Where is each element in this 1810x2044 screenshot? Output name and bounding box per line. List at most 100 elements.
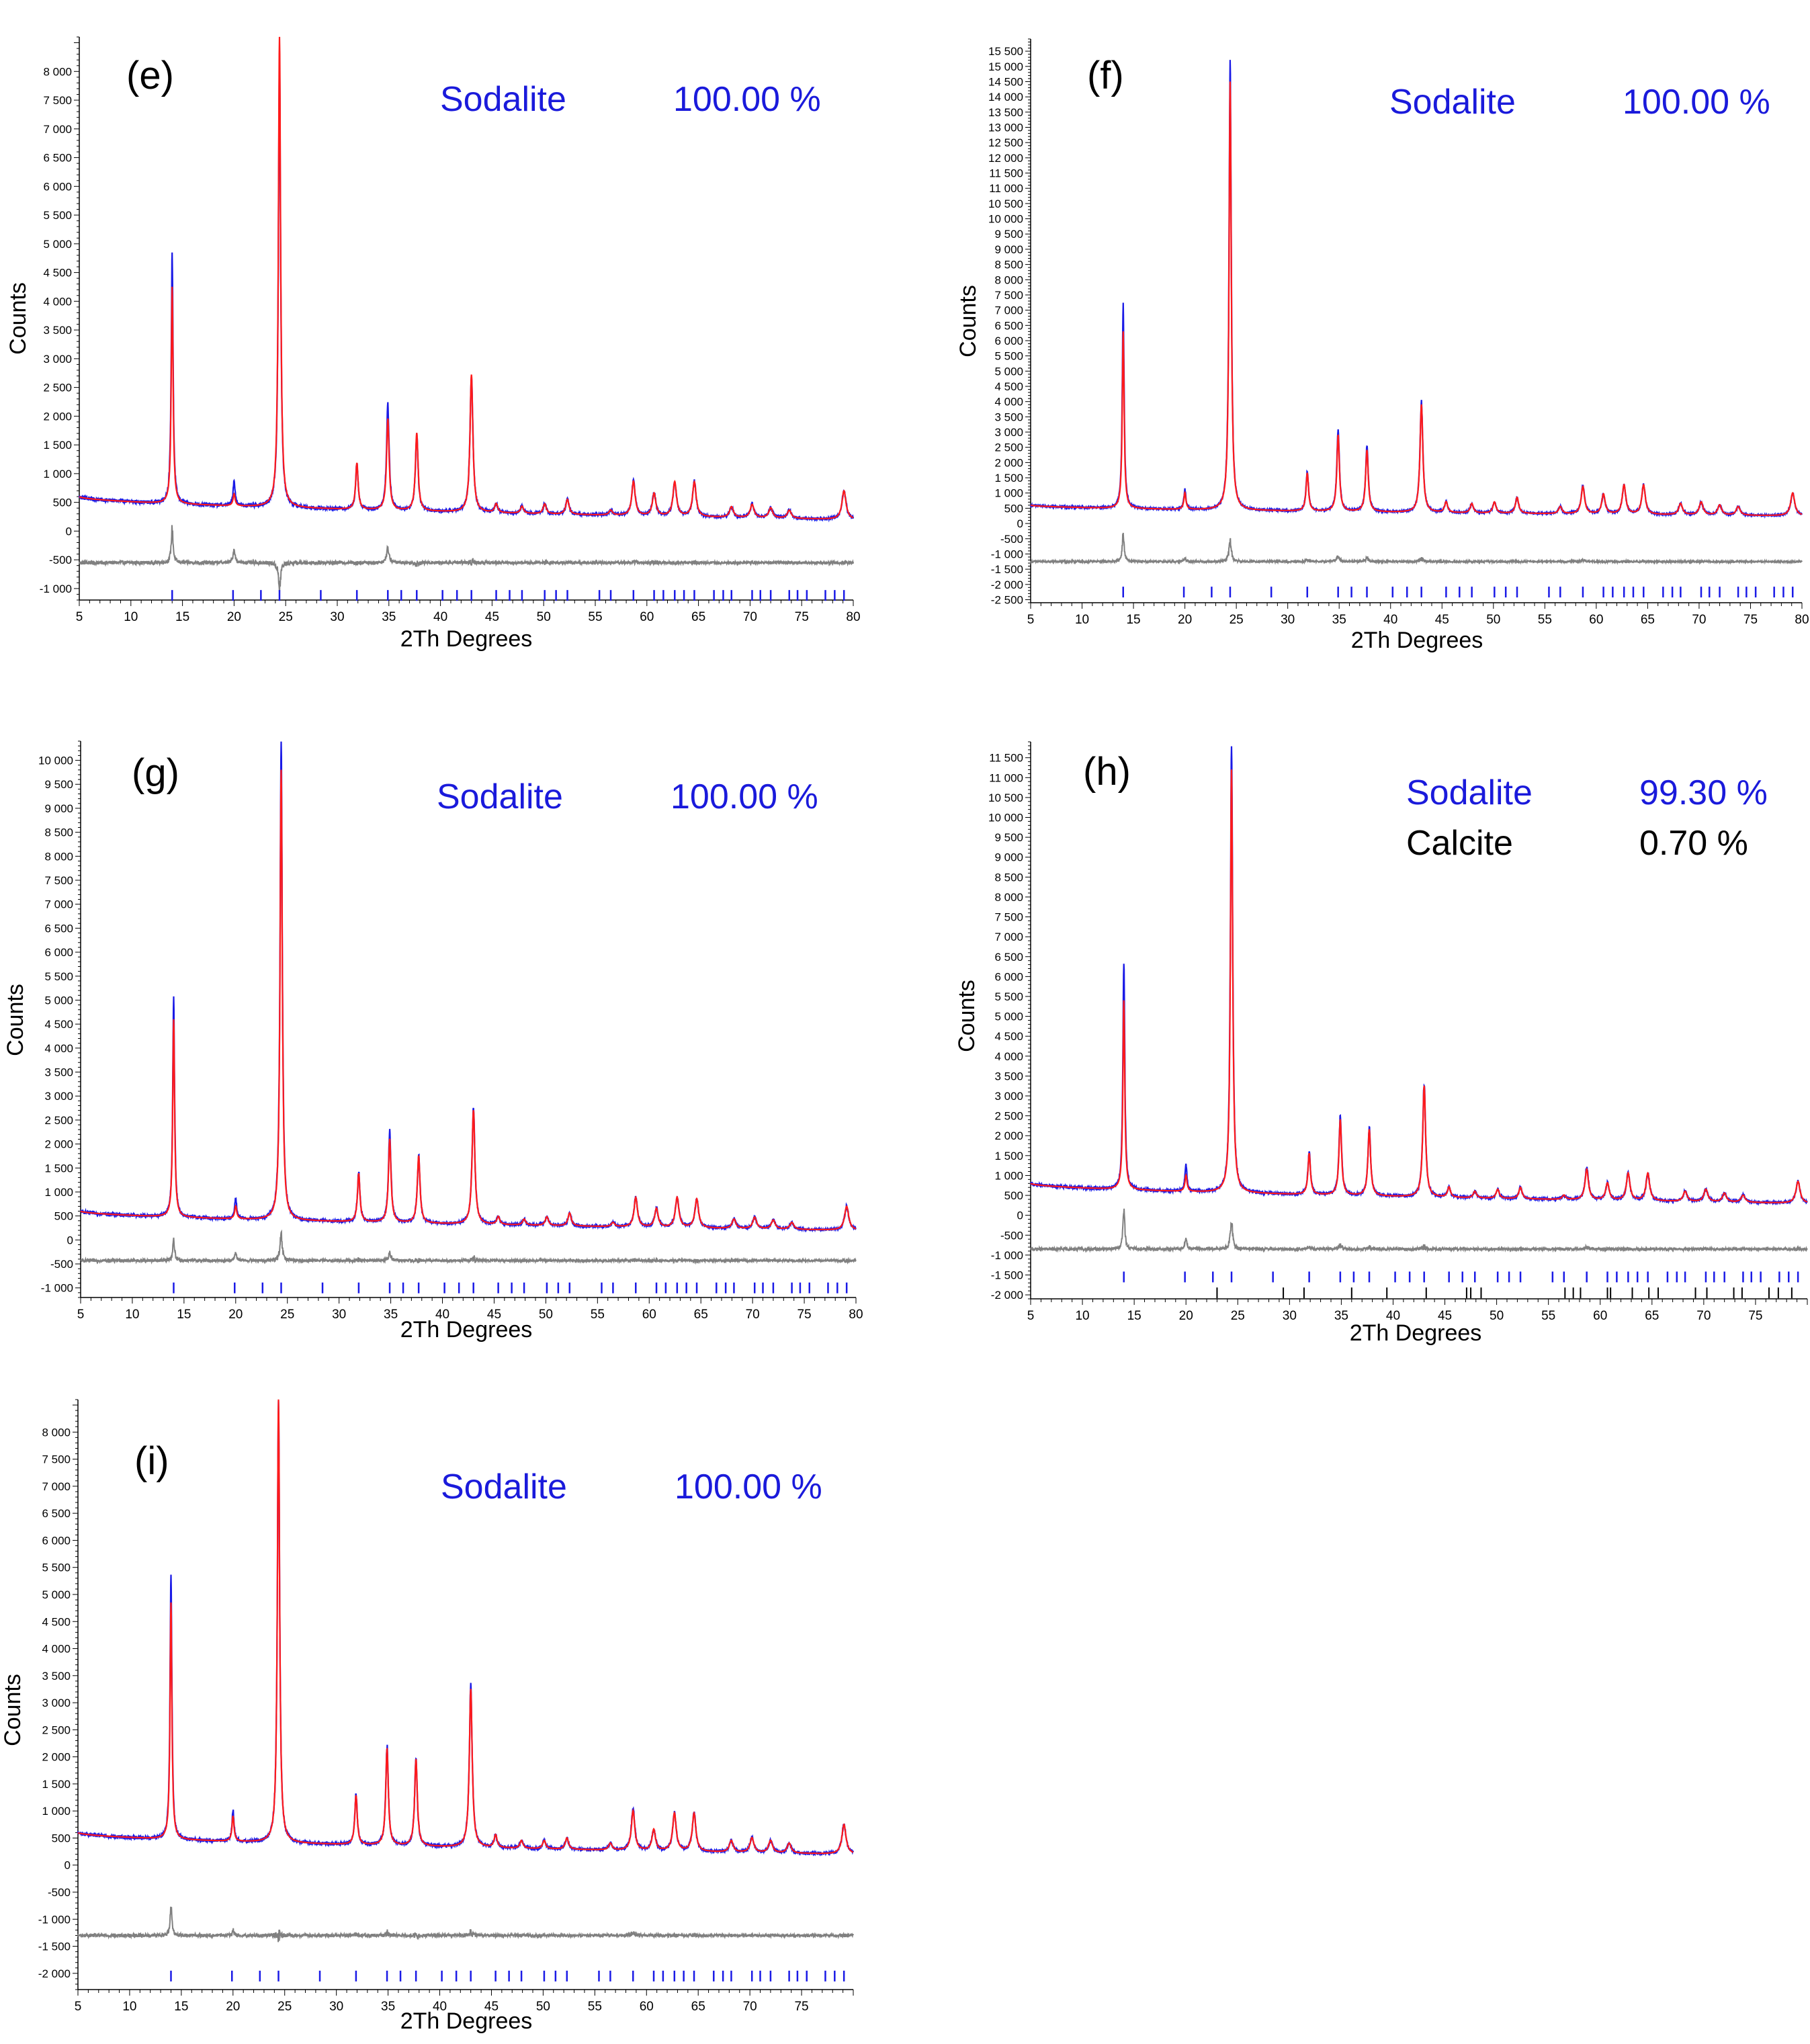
y-tick-label: -2 000 xyxy=(38,1967,71,1980)
x-tick-label: 50 xyxy=(1486,613,1500,627)
x-tick-label: 55 xyxy=(1541,1309,1555,1323)
x-tick-label: 40 xyxy=(1386,1309,1400,1323)
x-axis-title: 2Th Degrees xyxy=(1351,628,1483,653)
x-tick-label: 25 xyxy=(280,1308,294,1322)
y-tick-label: 7 000 xyxy=(42,1480,71,1493)
x-tick-label: 15 xyxy=(177,1308,191,1322)
difference-curve xyxy=(1030,1208,1808,1253)
x-tick-label: 15 xyxy=(175,610,189,624)
y-tick-label: 2 500 xyxy=(42,1723,71,1736)
y-tick-label: 3 000 xyxy=(43,353,72,366)
y-tick-label: 4 500 xyxy=(994,1030,1023,1043)
y-tick-label: 4 000 xyxy=(44,1042,73,1055)
y-tick-label: 8 000 xyxy=(994,891,1023,904)
y-axis-title: Counts xyxy=(954,980,980,1052)
y-tick-label: 5 000 xyxy=(44,994,73,1007)
y-tick-label: 5 500 xyxy=(42,1562,71,1574)
y-tick-label: 13 000 xyxy=(988,122,1023,134)
y-tick-label: 6 500 xyxy=(43,152,72,165)
panel-label: (e) xyxy=(126,54,174,97)
panel-label: (g) xyxy=(132,751,179,795)
y-tick-label: 3 500 xyxy=(994,1070,1023,1082)
y-tick-label: 9 000 xyxy=(994,243,1023,256)
y-tick-label: 7 000 xyxy=(44,898,73,911)
x-tick-label: 30 xyxy=(1283,1309,1297,1323)
y-tick-label: 4 500 xyxy=(43,267,72,280)
x-tick-label: 5 xyxy=(75,2000,82,2014)
x-tick-label: 60 xyxy=(640,610,654,624)
phase-name: Sodalite xyxy=(441,1467,567,1506)
x-tick-label: 70 xyxy=(746,1308,760,1322)
x-tick-label: 45 xyxy=(1435,613,1449,627)
y-tick-label: 6 500 xyxy=(994,319,1023,332)
phase-name: Sodalite xyxy=(1406,773,1533,812)
x-tick-label: 80 xyxy=(846,610,860,624)
y-tick-label: 7 500 xyxy=(42,1453,71,1466)
phase-percent: 100.00 % xyxy=(671,777,818,816)
y-axis-title: Counts xyxy=(3,984,28,1056)
y-tick-label: 0 xyxy=(1017,517,1023,530)
y-tick-label: -1 000 xyxy=(40,583,72,595)
calculated-curve xyxy=(1030,769,1808,1203)
x-tick-label: 70 xyxy=(743,2000,757,2014)
x-tick-label: 55 xyxy=(588,2000,602,2014)
x-tick-label: 20 xyxy=(228,1308,243,1322)
x-tick-label: 75 xyxy=(1743,613,1758,627)
y-tick-label: 0 xyxy=(66,525,72,538)
y-tick-label: 5 000 xyxy=(994,365,1023,378)
y-tick-label: -500 xyxy=(1000,533,1023,546)
y-tick-label: 3 500 xyxy=(43,324,72,337)
phase-name: Sodalite xyxy=(440,80,566,119)
y-tick-label: 6 500 xyxy=(994,951,1023,964)
y-tick-label: 15 000 xyxy=(988,60,1023,73)
y-tick-label: 9 500 xyxy=(44,778,73,791)
calculated-curve xyxy=(80,769,857,1231)
y-tick-label: 5 000 xyxy=(994,1011,1023,1023)
y-tick-label: 4 000 xyxy=(42,1643,71,1656)
y-tick-label: 5 000 xyxy=(42,1588,71,1601)
y-tick-label: 8 000 xyxy=(994,273,1023,286)
y-tick-label: 11 500 xyxy=(989,752,1023,765)
x-tick-label: 50 xyxy=(539,1308,553,1322)
y-tick-label: 4 000 xyxy=(43,295,72,308)
x-tick-label: 55 xyxy=(588,610,602,624)
y-tick-label: 3 000 xyxy=(994,426,1023,439)
difference-curve xyxy=(79,525,854,593)
y-tick-label: -2 000 xyxy=(991,579,1023,591)
phase-name: Sodalite xyxy=(437,777,563,816)
y-tick-label: 1 500 xyxy=(994,1150,1023,1162)
y-tick-label: 1 500 xyxy=(42,1778,71,1791)
difference-curve xyxy=(77,1906,854,1943)
x-tick-label: 70 xyxy=(1696,1309,1711,1323)
y-tick-label: 2 000 xyxy=(994,1130,1023,1142)
y-tick-label: 15 500 xyxy=(988,45,1023,58)
x-tick-label: 40 xyxy=(433,610,447,624)
y-tick-label: 12 000 xyxy=(988,152,1023,165)
x-tick-label: 15 xyxy=(1126,613,1140,627)
x-tick-label: 65 xyxy=(1641,613,1655,627)
x-tick-label: 25 xyxy=(279,610,293,624)
x-tick-label: 5 xyxy=(1027,613,1035,627)
y-tick-label: 7 000 xyxy=(43,123,72,136)
panel-label: (h) xyxy=(1083,750,1131,794)
calculated-curve xyxy=(77,1399,854,1855)
x-axis-title: 2Th Degrees xyxy=(400,2008,533,2034)
chart-panel-1: -1 000 -500 0 500 1 000 1 500 2 000 2 500 3 000 3… xyxy=(5,36,861,652)
x-tick-label: 75 xyxy=(1748,1309,1762,1323)
y-tick-label: 5 500 xyxy=(994,350,1023,363)
y-tick-label: 4 500 xyxy=(42,1615,71,1628)
phase-percent: 99.30 % xyxy=(1639,773,1768,812)
x-tick-label: 55 xyxy=(591,1308,605,1322)
y-tick-label: 4 500 xyxy=(994,380,1023,393)
y-tick-label: 9 500 xyxy=(994,831,1023,844)
phase-percent: 100.00 % xyxy=(1623,83,1770,122)
y-tick-label: 10 500 xyxy=(988,198,1023,210)
y-tick-label: 0 xyxy=(64,1859,71,1872)
y-axis-title: Counts xyxy=(0,1674,26,1746)
y-tick-label: 500 xyxy=(52,1832,71,1844)
x-tick-label: 40 xyxy=(433,2000,447,2014)
y-tick-label: 500 xyxy=(53,497,72,509)
x-tick-label: 45 xyxy=(1438,1309,1452,1323)
chart-panel-5: -2 000 -1 500 -1 000 -500 0 500 1 000 1 500 2 00… xyxy=(0,1399,855,2034)
